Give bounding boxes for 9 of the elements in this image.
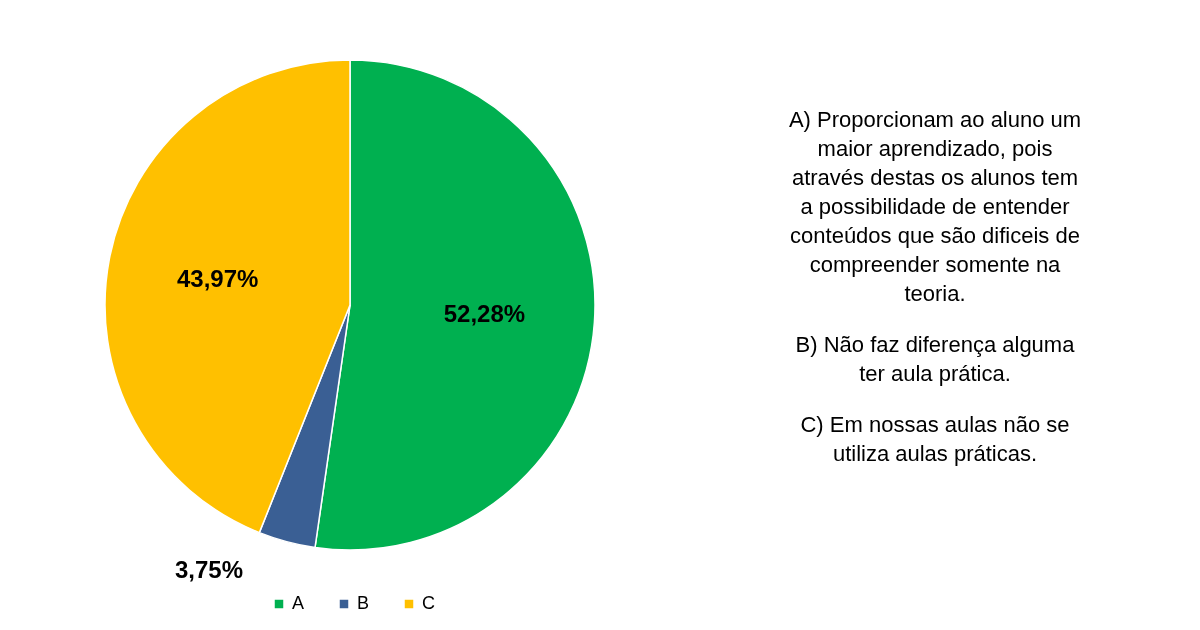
legend-label: B — [357, 593, 370, 613]
text: A) Proporcionam ao aluno um maior aprendizado, pois através destas os alunos tem a possibilidade de entender conteúdos que são dificeis de compreender somente na teoria. — [788, 107, 1082, 306]
data-label: 43,97% — [176, 264, 259, 292]
legend-label: C — [422, 593, 435, 613]
text: C) Em nossas aulas não se utiliza aulas práticas. — [800, 412, 1070, 466]
data-label: 3,75% — [174, 555, 244, 583]
text: B) Não faz diferença alguma ter aula prática. — [795, 332, 1076, 386]
data-label: 52,28% — [443, 299, 526, 327]
legend-label: A — [292, 593, 305, 613]
